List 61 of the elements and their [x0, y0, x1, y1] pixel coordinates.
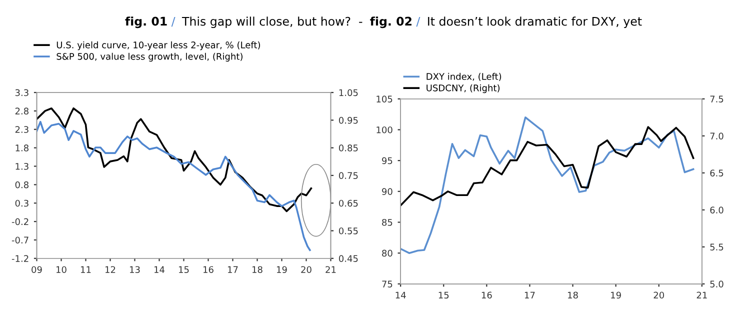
x-tick-label: 19: [611, 292, 621, 299]
y2-tick-label: 7.5: [710, 96, 724, 102]
y-tick-label: 75: [382, 280, 392, 288]
x-tick-label: 18: [252, 266, 262, 274]
legend-label: U.S. yield curve, 10-year less 2-year, % (Left): [56, 41, 260, 50]
x-tick-label: 15: [438, 292, 449, 299]
y2-tick-label: 1.05: [339, 89, 358, 96]
y-tick-label: 95: [382, 157, 392, 164]
y-tick-label: 105: [376, 96, 392, 102]
x-tick-label: 20: [301, 266, 312, 274]
x-tick-label: 16: [482, 292, 492, 299]
y2-tick-label: 0.75: [338, 172, 358, 180]
legend-label: S&P 500, value less growth, level, (Right): [56, 52, 242, 62]
x-tick-label: 14: [396, 292, 406, 298]
y2-tick-label: 0.95: [338, 116, 358, 124]
y2-tick-label: 0.55: [338, 227, 358, 234]
chart-title: fig. 01 / This gap will close, but how? -: [125, 16, 362, 28]
x-tick-label: 09: [32, 266, 42, 274]
y-tick-label: 2.3: [15, 126, 28, 133]
y2-tick-label: 0.65: [338, 200, 358, 207]
y-tick-label: 2.8: [15, 108, 28, 114]
y-tick-label: 0.8: [15, 181, 28, 188]
y-tick-label: -0.2: [12, 218, 28, 226]
y2-tick-label: 6.0: [710, 206, 724, 214]
x-tick-label: 17: [524, 292, 535, 298]
x-tick-label: 14: [154, 266, 164, 273]
y-tick-label: 90: [382, 188, 392, 195]
line-series: [36, 107, 312, 212]
y-tick-label: 85: [382, 218, 392, 226]
y-tick-label: 100: [376, 126, 392, 134]
y2-tick-label: 7.0: [710, 132, 724, 140]
y2-tick-label: 6.5: [710, 170, 724, 176]
y-tick-label: 3.3: [15, 89, 28, 96]
x-tick-label: 11: [81, 266, 91, 273]
line-series: [400, 116, 694, 254]
x-tick-label: 21: [326, 266, 336, 273]
legend-label: DXY index, (Left): [426, 72, 502, 81]
y2-tick-label: 0.85: [338, 144, 358, 152]
x-tick-label: 19: [277, 266, 287, 274]
y2-tick-label: 5.0: [710, 280, 724, 288]
x-tick-label: 21: [696, 292, 707, 298]
x-tick-label: 15: [179, 266, 189, 274]
x-tick-label: 10: [56, 266, 66, 274]
x-tick-label: 13: [130, 266, 140, 274]
x-tick-label: 18: [568, 292, 578, 299]
y-tick-label: -0.7: [12, 236, 28, 244]
x-tick-label: 16: [204, 266, 214, 274]
y-tick-label: 1.8: [16, 144, 28, 152]
line-series: [400, 126, 694, 206]
x-tick-label: 17: [228, 266, 238, 273]
y-tick-label: 1.3: [16, 162, 28, 170]
line-series: [36, 120, 311, 251]
y-tick-label: 0.3: [15, 200, 28, 207]
y2-tick-label: 0.45: [338, 255, 358, 262]
legend-label: USDCNY, (Right): [426, 84, 500, 94]
y2-tick-label: 5.5: [710, 244, 724, 250]
y-tick-label: 80: [382, 250, 392, 257]
x-tick-label: 20: [654, 292, 664, 299]
y-tick-label: -1.2: [12, 255, 28, 262]
chart-title: fig. 02 / It doesn’t look dramatic for DXY, yet: [370, 16, 642, 28]
x-tick-label: 12: [106, 266, 116, 273]
